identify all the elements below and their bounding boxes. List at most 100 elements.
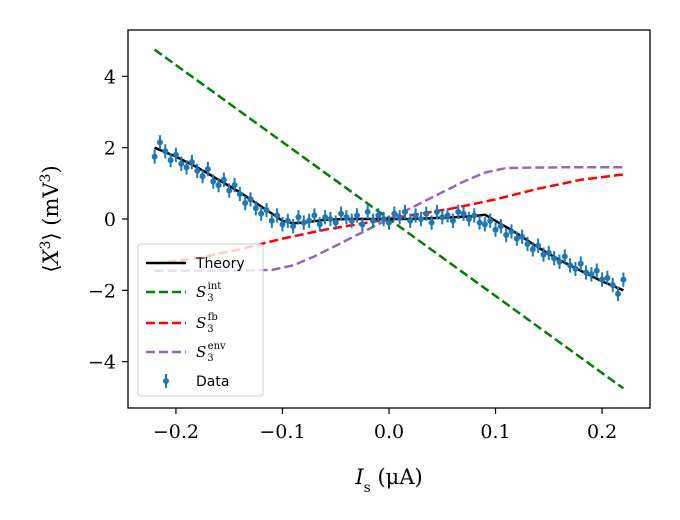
data-point: [417, 216, 424, 222]
data-point: [167, 157, 174, 164]
data-point: [226, 187, 233, 194]
data-point: [290, 223, 297, 230]
data-point: [162, 148, 169, 155]
data-point: [471, 212, 478, 219]
data-point: [274, 212, 281, 219]
data-point: [481, 221, 488, 228]
data-point: [183, 164, 190, 171]
data-point: [354, 212, 361, 219]
data-point: [487, 217, 494, 224]
data-point: [577, 260, 584, 267]
data-point: [449, 217, 456, 224]
x-axis-label: Is (μA): [354, 465, 422, 496]
data-point: [593, 267, 600, 274]
data-point: [327, 216, 334, 222]
data-point: [215, 182, 222, 189]
data-point: [348, 217, 355, 224]
data-point: [609, 281, 616, 288]
x-tick-label: 0.2: [587, 421, 617, 443]
x-tick-label: −0.2: [153, 421, 199, 443]
data-point: [439, 214, 446, 221]
data-point: [396, 214, 403, 221]
data-point: [263, 207, 270, 214]
data-point: [508, 228, 515, 235]
data-point: [199, 173, 206, 180]
data-point: [572, 265, 579, 272]
data-point: [460, 210, 467, 217]
data-point: [311, 212, 318, 219]
data-point: [380, 216, 387, 222]
data-point: [519, 233, 526, 240]
data-point: [220, 176, 227, 183]
data-point: [343, 214, 350, 221]
data-point: [364, 208, 371, 215]
data-point: [295, 214, 302, 221]
data-point: [268, 217, 275, 224]
legend-label-data: Data: [196, 374, 229, 390]
data-point: [407, 217, 414, 224]
y-tick-label: 4: [104, 66, 116, 88]
data-point: [386, 219, 392, 226]
data-point: [615, 290, 622, 297]
x-tick-label: 0.1: [480, 421, 510, 443]
data-point: [247, 196, 254, 203]
data-point: [231, 182, 238, 189]
data-point: [401, 208, 408, 215]
data-point: [545, 249, 552, 256]
data-point: [242, 199, 249, 206]
data-point: [279, 221, 286, 228]
series-line-env: [154, 166, 624, 272]
plot-area: [151, 48, 627, 390]
data-point: [599, 276, 606, 283]
data-point: [391, 210, 398, 217]
data-point: [236, 191, 243, 198]
data-point: [370, 217, 377, 224]
legend-label-env: S3env: [196, 341, 226, 364]
data-point: [284, 217, 291, 224]
data-point: [465, 216, 472, 222]
data-point: [604, 274, 611, 281]
data-point: [156, 139, 163, 146]
series-data: [151, 135, 627, 302]
legend-label-int: S3int: [196, 281, 221, 304]
data-point: [540, 251, 547, 258]
data-point: [513, 235, 520, 242]
data-point: [588, 271, 595, 278]
y-axis-label: ⟨X3⟩ (mV3): [38, 165, 63, 272]
data-point: [178, 160, 185, 167]
y-tick-label: 0: [104, 209, 116, 231]
data-point: [433, 208, 440, 215]
data-point: [375, 212, 382, 219]
data-point: [455, 208, 462, 215]
data-point: [412, 212, 419, 219]
data-point: [428, 219, 435, 226]
data-point: [300, 219, 307, 226]
y-tick-label: 2: [104, 138, 116, 160]
data-point: [556, 258, 563, 265]
data-point: [620, 276, 627, 283]
data-point: [332, 219, 339, 226]
y-tick-label: −2: [88, 280, 116, 302]
data-point: [306, 217, 313, 224]
data-point: [529, 246, 536, 253]
data-point: [492, 226, 499, 233]
x-tick-label: 0.0: [374, 421, 404, 443]
data-point: [194, 167, 201, 174]
legend-swatch-data: [163, 374, 169, 388]
data-point: [188, 158, 195, 165]
data-point: [172, 151, 179, 158]
data-point: [476, 219, 483, 226]
data-point: [535, 242, 542, 249]
data-point: [444, 212, 451, 219]
legend-label-theory: Theory: [195, 256, 245, 272]
data-point: [567, 262, 574, 269]
y-tick-label: −4: [88, 352, 116, 374]
data-point: [204, 166, 211, 173]
data-point: [316, 221, 323, 228]
data-point: [338, 210, 345, 217]
data-point: [497, 223, 504, 230]
data-point: [151, 153, 158, 160]
legend-box: [137, 243, 264, 397]
